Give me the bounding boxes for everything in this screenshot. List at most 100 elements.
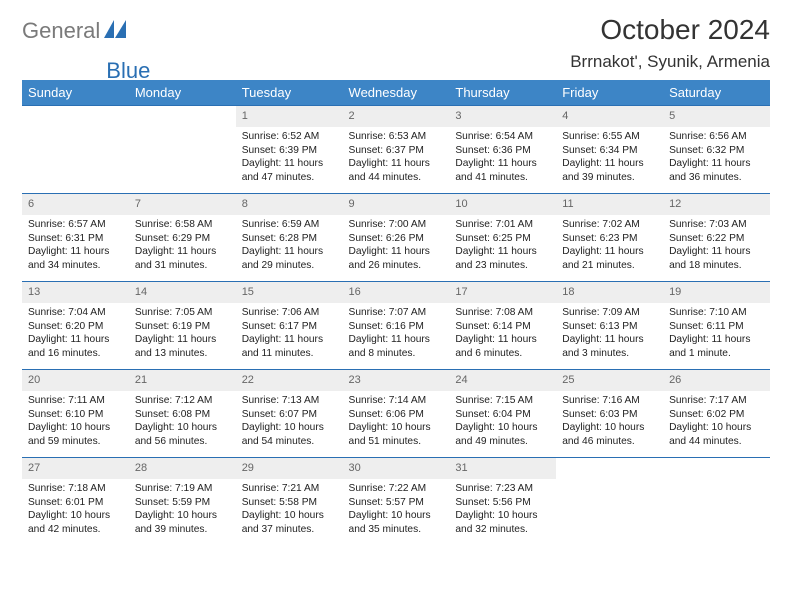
sunset: Sunset: 6:08 PM	[135, 408, 230, 422]
sunrise: Sunrise: 6:56 AM	[669, 130, 764, 144]
day-details: Sunrise: 7:04 AMSunset: 6:20 PMDaylight:…	[22, 303, 129, 365]
day-number: 22	[236, 370, 343, 391]
weekday-header: Friday	[556, 80, 663, 106]
daylight: Daylight: 10 hours and 54 minutes.	[242, 421, 337, 449]
daylight: Daylight: 11 hours and 3 minutes.	[562, 333, 657, 361]
sunrise: Sunrise: 7:19 AM	[135, 482, 230, 496]
sunrise: Sunrise: 7:15 AM	[455, 394, 550, 408]
weekday-header: Tuesday	[236, 80, 343, 106]
day-number: 4	[556, 106, 663, 127]
day-details: Sunrise: 7:05 AMSunset: 6:19 PMDaylight:…	[129, 303, 236, 365]
sunset: Sunset: 6:26 PM	[349, 232, 444, 246]
daylight: Daylight: 11 hours and 16 minutes.	[28, 333, 123, 361]
brand-triangle-icon	[104, 20, 126, 43]
day-details: Sunrise: 7:14 AMSunset: 6:06 PMDaylight:…	[343, 391, 450, 453]
sunset: Sunset: 6:17 PM	[242, 320, 337, 334]
daylight: Daylight: 11 hours and 39 minutes.	[562, 157, 657, 185]
calendar-day	[663, 458, 770, 546]
day-number: 30	[343, 458, 450, 479]
daylight: Daylight: 11 hours and 13 minutes.	[135, 333, 230, 361]
day-details: Sunrise: 7:11 AMSunset: 6:10 PMDaylight:…	[22, 391, 129, 453]
day-details: Sunrise: 7:08 AMSunset: 6:14 PMDaylight:…	[449, 303, 556, 365]
calendar-day: 8Sunrise: 6:59 AMSunset: 6:28 PMDaylight…	[236, 194, 343, 282]
calendar-day: 28Sunrise: 7:19 AMSunset: 5:59 PMDayligh…	[129, 458, 236, 546]
calendar-day: 24Sunrise: 7:15 AMSunset: 6:04 PMDayligh…	[449, 370, 556, 458]
day-number: 23	[343, 370, 450, 391]
day-number: 3	[449, 106, 556, 127]
day-details: Sunrise: 6:57 AMSunset: 6:31 PMDaylight:…	[22, 215, 129, 277]
sunset: Sunset: 6:07 PM	[242, 408, 337, 422]
calendar-day: 13Sunrise: 7:04 AMSunset: 6:20 PMDayligh…	[22, 282, 129, 370]
calendar-week: 27Sunrise: 7:18 AMSunset: 6:01 PMDayligh…	[22, 458, 770, 546]
daylight: Daylight: 10 hours and 56 minutes.	[135, 421, 230, 449]
day-number: 9	[343, 194, 450, 215]
sunrise: Sunrise: 7:11 AM	[28, 394, 123, 408]
calendar-day: 14Sunrise: 7:05 AMSunset: 6:19 PMDayligh…	[129, 282, 236, 370]
day-details: Sunrise: 7:13 AMSunset: 6:07 PMDaylight:…	[236, 391, 343, 453]
sunset: Sunset: 5:57 PM	[349, 496, 444, 510]
sunset: Sunset: 6:01 PM	[28, 496, 123, 510]
sunset: Sunset: 6:04 PM	[455, 408, 550, 422]
day-number: 26	[663, 370, 770, 391]
day-number: 2	[343, 106, 450, 127]
sunrise: Sunrise: 7:09 AM	[562, 306, 657, 320]
daylight: Daylight: 10 hours and 35 minutes.	[349, 509, 444, 537]
sunrise: Sunrise: 6:55 AM	[562, 130, 657, 144]
day-number: 27	[22, 458, 129, 479]
header: General Blue October 2024 Brrnakot', Syu…	[22, 14, 770, 72]
sunrise: Sunrise: 7:03 AM	[669, 218, 764, 232]
day-details: Sunrise: 7:18 AMSunset: 6:01 PMDaylight:…	[22, 479, 129, 541]
daylight: Daylight: 11 hours and 34 minutes.	[28, 245, 123, 273]
daylight: Daylight: 10 hours and 39 minutes.	[135, 509, 230, 537]
calendar-day: 4Sunrise: 6:55 AMSunset: 6:34 PMDaylight…	[556, 106, 663, 194]
calendar-day: 2Sunrise: 6:53 AMSunset: 6:37 PMDaylight…	[343, 106, 450, 194]
daylight: Daylight: 10 hours and 46 minutes.	[562, 421, 657, 449]
sunrise: Sunrise: 7:02 AM	[562, 218, 657, 232]
calendar-day: 19Sunrise: 7:10 AMSunset: 6:11 PMDayligh…	[663, 282, 770, 370]
day-details: Sunrise: 6:58 AMSunset: 6:29 PMDaylight:…	[129, 215, 236, 277]
sunrise: Sunrise: 7:10 AM	[669, 306, 764, 320]
calendar-day: 25Sunrise: 7:16 AMSunset: 6:03 PMDayligh…	[556, 370, 663, 458]
calendar-day: 7Sunrise: 6:58 AMSunset: 6:29 PMDaylight…	[129, 194, 236, 282]
daylight: Daylight: 11 hours and 47 minutes.	[242, 157, 337, 185]
sunset: Sunset: 6:37 PM	[349, 144, 444, 158]
day-details: Sunrise: 6:55 AMSunset: 6:34 PMDaylight:…	[556, 127, 663, 189]
calendar-day: 26Sunrise: 7:17 AMSunset: 6:02 PMDayligh…	[663, 370, 770, 458]
day-details: Sunrise: 7:23 AMSunset: 5:56 PMDaylight:…	[449, 479, 556, 541]
sunrise: Sunrise: 6:58 AM	[135, 218, 230, 232]
sunrise: Sunrise: 7:16 AM	[562, 394, 657, 408]
calendar-table: Sunday Monday Tuesday Wednesday Thursday…	[22, 80, 770, 546]
sunset: Sunset: 6:14 PM	[455, 320, 550, 334]
daylight: Daylight: 11 hours and 29 minutes.	[242, 245, 337, 273]
daylight: Daylight: 10 hours and 42 minutes.	[28, 509, 123, 537]
page-title: October 2024	[570, 14, 770, 46]
day-number: 11	[556, 194, 663, 215]
daylight: Daylight: 11 hours and 31 minutes.	[135, 245, 230, 273]
sunset: Sunset: 6:10 PM	[28, 408, 123, 422]
day-details: Sunrise: 7:10 AMSunset: 6:11 PMDaylight:…	[663, 303, 770, 365]
calendar-body: 1Sunrise: 6:52 AMSunset: 6:39 PMDaylight…	[22, 106, 770, 546]
calendar-day: 10Sunrise: 7:01 AMSunset: 6:25 PMDayligh…	[449, 194, 556, 282]
sunrise: Sunrise: 7:23 AM	[455, 482, 550, 496]
sunrise: Sunrise: 7:18 AM	[28, 482, 123, 496]
day-details: Sunrise: 7:22 AMSunset: 5:57 PMDaylight:…	[343, 479, 450, 541]
weekday-header: Wednesday	[343, 80, 450, 106]
calendar-day: 20Sunrise: 7:11 AMSunset: 6:10 PMDayligh…	[22, 370, 129, 458]
sunset: Sunset: 6:39 PM	[242, 144, 337, 158]
day-number: 14	[129, 282, 236, 303]
calendar-week: 1Sunrise: 6:52 AMSunset: 6:39 PMDaylight…	[22, 106, 770, 194]
calendar-day: 31Sunrise: 7:23 AMSunset: 5:56 PMDayligh…	[449, 458, 556, 546]
day-details: Sunrise: 7:12 AMSunset: 6:08 PMDaylight:…	[129, 391, 236, 453]
day-number: 20	[22, 370, 129, 391]
daylight: Daylight: 10 hours and 51 minutes.	[349, 421, 444, 449]
day-details: Sunrise: 6:53 AMSunset: 6:37 PMDaylight:…	[343, 127, 450, 189]
sunrise: Sunrise: 7:12 AM	[135, 394, 230, 408]
sunrise: Sunrise: 6:57 AM	[28, 218, 123, 232]
calendar-day: 30Sunrise: 7:22 AMSunset: 5:57 PMDayligh…	[343, 458, 450, 546]
day-number: 16	[343, 282, 450, 303]
sunset: Sunset: 6:06 PM	[349, 408, 444, 422]
sunset: Sunset: 6:16 PM	[349, 320, 444, 334]
day-details: Sunrise: 7:00 AMSunset: 6:26 PMDaylight:…	[343, 215, 450, 277]
day-number: 5	[663, 106, 770, 127]
calendar-day: 15Sunrise: 7:06 AMSunset: 6:17 PMDayligh…	[236, 282, 343, 370]
